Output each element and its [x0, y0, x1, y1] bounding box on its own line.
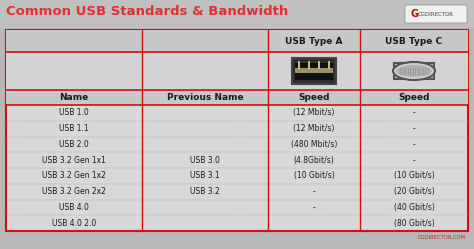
Text: USB 3.2: USB 3.2: [190, 187, 220, 196]
Text: USB 4.0 2.0: USB 4.0 2.0: [52, 219, 96, 228]
Text: (10 Gbit/s): (10 Gbit/s): [293, 171, 334, 180]
Text: USB 3.2 Gen 1x2: USB 3.2 Gen 1x2: [42, 171, 106, 180]
Text: (480 Mbit/s): (480 Mbit/s): [291, 140, 337, 149]
Text: (10 Gbit/s): (10 Gbit/s): [393, 171, 434, 180]
Text: USB 3.2 Gen 1x1: USB 3.2 Gen 1x1: [42, 156, 106, 165]
Ellipse shape: [396, 65, 432, 77]
Text: G: G: [411, 9, 419, 19]
Bar: [0, 0, 474, 28]
Text: -: -: [413, 108, 415, 117]
Text: Speed: Speed: [298, 93, 330, 102]
Text: USB 1.0: USB 1.0: [59, 108, 89, 117]
Text: USB 3.1: USB 3.1: [190, 171, 220, 180]
Text: Previous Name: Previous Name: [167, 93, 243, 102]
Text: USB 4.0: USB 4.0: [59, 203, 89, 212]
Bar: [6, 30, 468, 52]
Text: USB Type C: USB Type C: [385, 37, 443, 46]
Bar: [6, 52, 468, 90]
Bar: [295, 63, 333, 80]
Text: -: -: [413, 124, 415, 133]
Text: CGDIRECTOR: CGDIRECTOR: [418, 11, 454, 16]
Text: -: -: [413, 156, 415, 165]
Text: -: -: [313, 187, 315, 196]
Bar: [6, 30, 468, 231]
Text: Speed: Speed: [398, 93, 430, 102]
Text: USB Type A: USB Type A: [285, 37, 343, 46]
Text: CGDIRECTOR.COM: CGDIRECTOR.COM: [418, 235, 466, 240]
Text: USB 3.0: USB 3.0: [190, 156, 220, 165]
FancyBboxPatch shape: [405, 5, 467, 23]
Text: Common USB Standards & Bandwidth: Common USB Standards & Bandwidth: [6, 5, 288, 18]
Text: USB 2.0: USB 2.0: [59, 140, 89, 149]
Text: USB 3.2 Gen 2x2: USB 3.2 Gen 2x2: [42, 187, 106, 196]
Text: (12 Mbit/s): (12 Mbit/s): [293, 108, 335, 117]
Text: USB 1.1: USB 1.1: [59, 124, 89, 133]
Text: -: -: [413, 140, 415, 149]
Bar: [295, 67, 333, 72]
Text: Name: Name: [59, 93, 89, 102]
Text: (40 Gbit/s): (40 Gbit/s): [393, 203, 435, 212]
Text: (80 Gbit/s): (80 Gbit/s): [393, 219, 434, 228]
FancyBboxPatch shape: [394, 63, 434, 79]
Bar: [292, 58, 336, 84]
Text: -: -: [313, 203, 315, 212]
Text: (4.8Gbit/s): (4.8Gbit/s): [293, 156, 334, 165]
Text: (20 Gbit/s): (20 Gbit/s): [393, 187, 434, 196]
Ellipse shape: [393, 62, 435, 80]
Bar: [6, 90, 468, 105]
Text: (12 Mbit/s): (12 Mbit/s): [293, 124, 335, 133]
